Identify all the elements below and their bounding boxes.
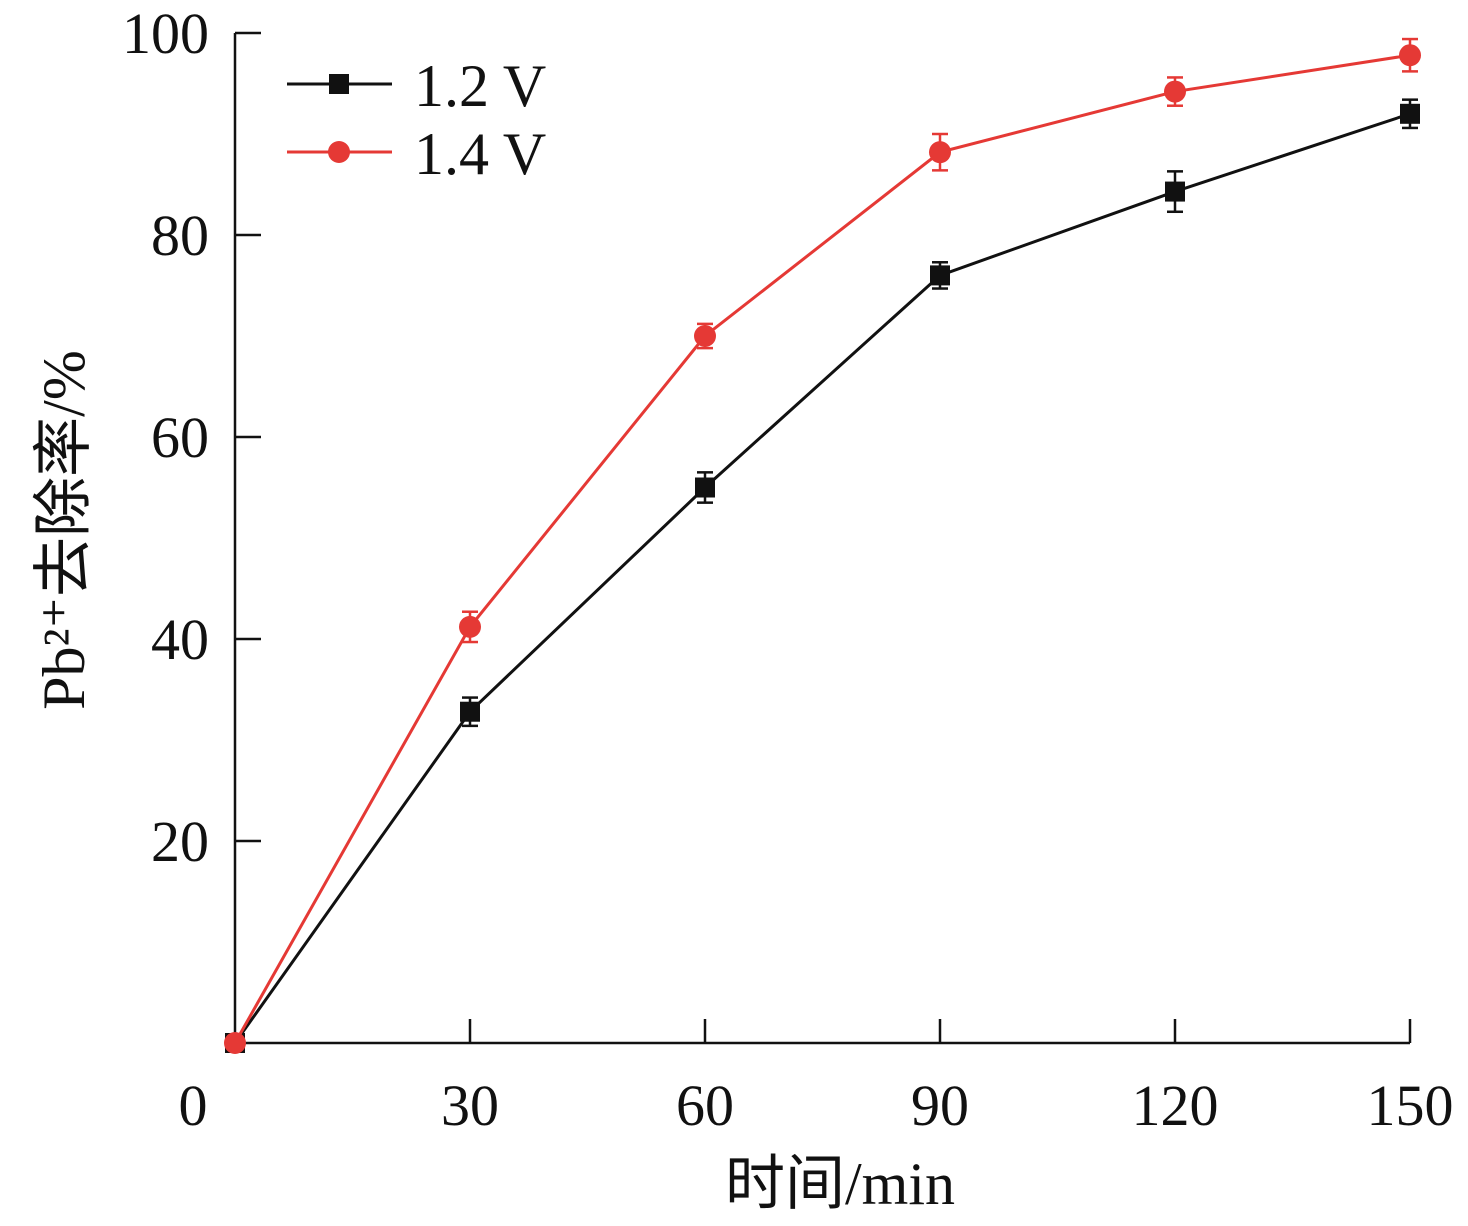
data-point-circle — [1164, 80, 1186, 103]
legend-marker-circle — [328, 141, 350, 163]
series-line-0 — [233, 112, 1411, 1044]
y-tick-label: 100 — [122, 1, 209, 66]
x-axis-title: 时间/min — [725, 1151, 955, 1217]
data-point-circle — [224, 1032, 246, 1054]
legend-label: 1.2 V — [414, 53, 546, 119]
legend: 1.2 V1.4 V — [287, 53, 546, 187]
y-tick-label: 40 — [151, 607, 209, 672]
plot-series — [224, 37, 1421, 1054]
data-point-square — [1400, 103, 1420, 124]
x-tick-label: 60 — [676, 1073, 734, 1138]
data-point-circle — [1399, 44, 1421, 67]
y-tick-label: 60 — [151, 405, 209, 470]
y-ticks: 20 40 60 80 100 — [122, 1, 261, 874]
data-point-circle — [694, 325, 716, 347]
legend-marker-square — [329, 74, 349, 94]
x-tick-label: 90 — [911, 1073, 969, 1138]
data-point-square — [460, 701, 480, 722]
data-point-circle — [459, 615, 481, 638]
x-tick-label: 150 — [1367, 1073, 1454, 1138]
legend-label: 1.4 V — [414, 121, 546, 187]
x-tick-label: 120 — [1132, 1073, 1219, 1138]
y-tick-label: 80 — [151, 203, 209, 268]
data-point-square — [1165, 181, 1185, 202]
x-tick-label: 0 — [179, 1073, 208, 1138]
data-point-square — [695, 477, 715, 498]
data-point-circle — [929, 141, 951, 164]
y-tick-label: 20 — [151, 809, 209, 874]
series-line-1 — [233, 53, 1411, 1044]
x-ticks: 0 30 60 90 120 150 — [179, 1019, 1454, 1138]
data-point-square — [930, 265, 950, 286]
axes — [233, 33, 1410, 1045]
x-tick-label: 30 — [441, 1073, 499, 1138]
y-axis-title: Pb²⁺去除率/% — [31, 350, 97, 710]
